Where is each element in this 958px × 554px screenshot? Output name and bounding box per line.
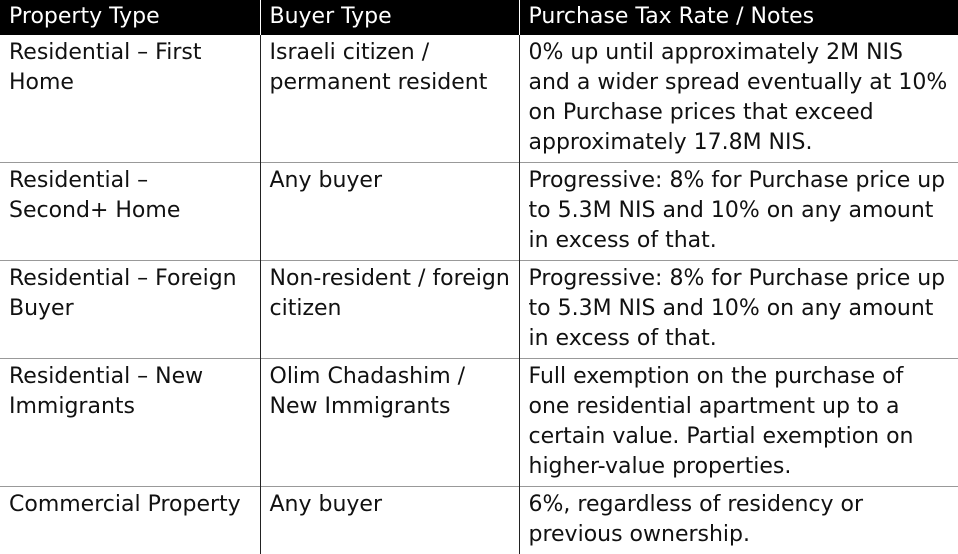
- table-row: Residential – Second+ Home Any buyer Pro…: [0, 163, 958, 261]
- cell-tax-notes: Progressive: 8% for Purchase price up to…: [519, 261, 958, 359]
- cell-tax-notes: 0% up until approximately 2M NIS and a w…: [519, 35, 958, 163]
- table-row: Residential – New Immigrants Olim Chadas…: [0, 359, 958, 487]
- table-row: Commercial Property Any buyer 6%, regard…: [0, 487, 958, 554]
- table-row: Residential – First Home Israeli citizen…: [0, 35, 958, 163]
- cell-property-type: Residential – Second+ Home: [0, 163, 260, 261]
- header-property-type: Property Type: [0, 0, 260, 35]
- cell-tax-notes: Full exemption on the purchase of one re…: [519, 359, 958, 487]
- cell-buyer-type: Any buyer: [260, 487, 519, 554]
- header-buyer-type: Buyer Type: [260, 0, 519, 35]
- cell-property-type: Residential – First Home: [0, 35, 260, 163]
- cell-tax-notes: 6%, regardless of residency or previous …: [519, 487, 958, 554]
- cell-property-type: Residential – Foreign Buyer: [0, 261, 260, 359]
- table-row: Residential – Foreign Buyer Non-resident…: [0, 261, 958, 359]
- cell-tax-notes: Progressive: 8% for Purchase price up to…: [519, 163, 958, 261]
- cell-property-type: Commercial Property: [0, 487, 260, 554]
- table-header-row: Property Type Buyer Type Purchase Tax Ra…: [0, 0, 958, 35]
- cell-property-type: Residential – New Immigrants: [0, 359, 260, 487]
- cell-buyer-type: Any buyer: [260, 163, 519, 261]
- cell-buyer-type: Israeli citizen / permanent resident: [260, 35, 519, 163]
- header-tax-rate-notes: Purchase Tax Rate / Notes: [519, 0, 958, 35]
- cell-buyer-type: Olim Chadashim / New Immigrants: [260, 359, 519, 487]
- cell-buyer-type: Non-resident / foreign citizen: [260, 261, 519, 359]
